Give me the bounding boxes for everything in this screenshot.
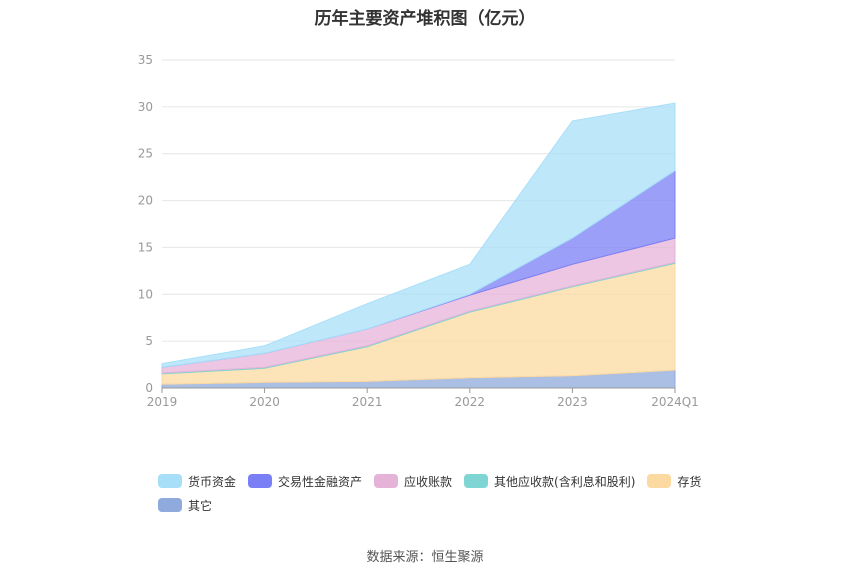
- y-tick-label: 0: [145, 381, 153, 395]
- x-tick-label: 2020: [249, 395, 280, 409]
- legend-swatch: [158, 474, 182, 488]
- x-tick-label: 2021: [352, 395, 383, 409]
- legend-swatch: [158, 498, 182, 512]
- legend-item[interactable]: 货币资金: [158, 472, 236, 490]
- x-tick-label: 2022: [455, 395, 486, 409]
- legend-swatch: [647, 474, 672, 488]
- y-tick-label: 5: [145, 334, 153, 348]
- legend: 货币资金 交易性金融资产 应收账款 其他应收款(含利息和股利) 存货其它: [158, 472, 718, 514]
- legend-label: 存货: [677, 474, 702, 489]
- legend-label: 其他应收款(含利息和股利): [494, 474, 636, 489]
- legend-label: 应收账款: [404, 474, 453, 489]
- x-tick-label: 2024Q1: [651, 395, 699, 409]
- legend-label: 其它: [188, 498, 213, 513]
- legend-label: 货币资金: [188, 474, 237, 489]
- area-series: [161, 102, 676, 389]
- legend-swatch: [464, 474, 489, 488]
- x-tick-label: 2019: [147, 395, 178, 409]
- legend-item[interactable]: 其他应收款(含利息和股利): [464, 472, 635, 490]
- y-tick-label: 30: [138, 100, 153, 114]
- axes: 0 5 10 15 20 25 30 35 2019 2020 2021 2022 2023 2024Q1: [138, 53, 699, 409]
- legend-swatch: [248, 474, 273, 488]
- legend-item[interactable]: 交易性金融资产: [248, 472, 362, 490]
- legend-item[interactable]: 应收账款: [374, 472, 452, 490]
- y-tick-label: 20: [138, 194, 153, 208]
- legend-label: 交易性金融资产: [278, 474, 363, 489]
- y-tick-label: 15: [138, 240, 153, 254]
- area-series-货币资金: [161, 102, 676, 368]
- legend-swatch: [374, 474, 399, 488]
- legend-item[interactable]: 其它: [158, 496, 212, 514]
- legend-item[interactable]: 存货: [647, 472, 701, 490]
- chart-title: 历年主要资产堆积图（亿元）: [314, 9, 536, 29]
- y-tick-label: 25: [138, 147, 153, 161]
- y-tick-label: 10: [138, 287, 153, 301]
- data-source: 数据来源：恒生聚源: [366, 550, 484, 565]
- x-tick-label: 2023: [557, 395, 588, 409]
- stacked-area-chart: 0 5 10 15 20 25 30 35 2019 2020 2021 2022 2023 2024Q1: [138, 53, 699, 409]
- y-tick-label: 35: [138, 53, 153, 67]
